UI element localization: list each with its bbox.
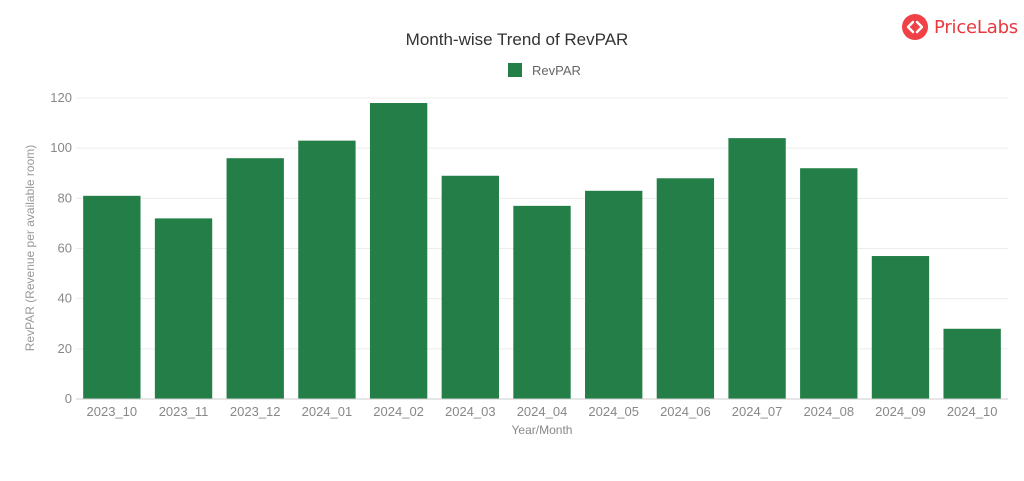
x-axis-label: Year/Month <box>512 423 573 437</box>
x-tick-label: 2024_03 <box>445 404 496 419</box>
bar-2024_06[interactable] <box>656 178 715 399</box>
legend-label-revpar: RevPAR <box>532 63 581 78</box>
pricelabs-logo[interactable]: PriceLabs <box>902 14 1018 40</box>
chart-title: Month-wise Trend of RevPAR <box>406 30 629 49</box>
brand-name: PriceLabs <box>934 16 1018 38</box>
y-tick-label: 60 <box>58 241 72 256</box>
x-tick-label: 2024_04 <box>517 404 568 419</box>
x-tick-label: 2023_11 <box>159 404 209 419</box>
bar-2024_07[interactable] <box>728 138 786 399</box>
bar-2024_10[interactable] <box>943 328 1001 399</box>
pricelabs-logo-icon <box>902 14 928 40</box>
y-tick-label: 80 <box>58 190 72 205</box>
x-tick-label: 2023_12 <box>230 404 281 419</box>
bar-2024_04[interactable] <box>513 205 571 399</box>
bar-2023_12[interactable] <box>226 158 284 399</box>
x-tick-label: 2024_02 <box>373 404 424 419</box>
y-tick-label: 40 <box>58 291 72 306</box>
x-tick-label: 2024_08 <box>803 404 854 419</box>
bar-2024_08[interactable] <box>800 168 858 399</box>
bar-2024_02[interactable] <box>369 103 428 400</box>
bar-2024_05[interactable] <box>585 190 643 399</box>
y-tick-label: 100 <box>50 140 72 155</box>
bar-2024_03[interactable] <box>441 175 499 399</box>
x-axis-ticks: 2023_10 2023_11 2023_12 2024_01 2024_02 2024_… <box>87 404 998 419</box>
y-tick-label: 0 <box>65 391 72 406</box>
x-tick-label: 2024_01 <box>302 404 353 419</box>
x-tick-label: 2024_06 <box>660 404 711 419</box>
legend[interactable]: RevPAR <box>508 63 581 78</box>
bars <box>83 103 1001 400</box>
y-tick-label: 120 <box>50 90 72 105</box>
x-tick-label: 2024_07 <box>732 404 783 419</box>
x-tick-label: 2024_05 <box>588 404 639 419</box>
y-tick-label: 20 <box>58 341 72 356</box>
x-tick-label: 2024_09 <box>875 404 926 419</box>
y-axis-label: RevPAR (Revenue per available room) <box>23 145 37 352</box>
y-axis-ticks: 0 20 40 60 80 100 120 <box>50 90 72 406</box>
bar-2024_09[interactable] <box>871 256 930 399</box>
bar-2023_10[interactable] <box>83 195 141 399</box>
bar-2023_11[interactable] <box>154 218 213 399</box>
x-tick-label: 2023_10 <box>87 404 138 419</box>
x-tick-label: 2024_10 <box>947 404 998 419</box>
bar-2024_01[interactable] <box>298 140 356 399</box>
legend-swatch-revpar <box>508 63 522 77</box>
